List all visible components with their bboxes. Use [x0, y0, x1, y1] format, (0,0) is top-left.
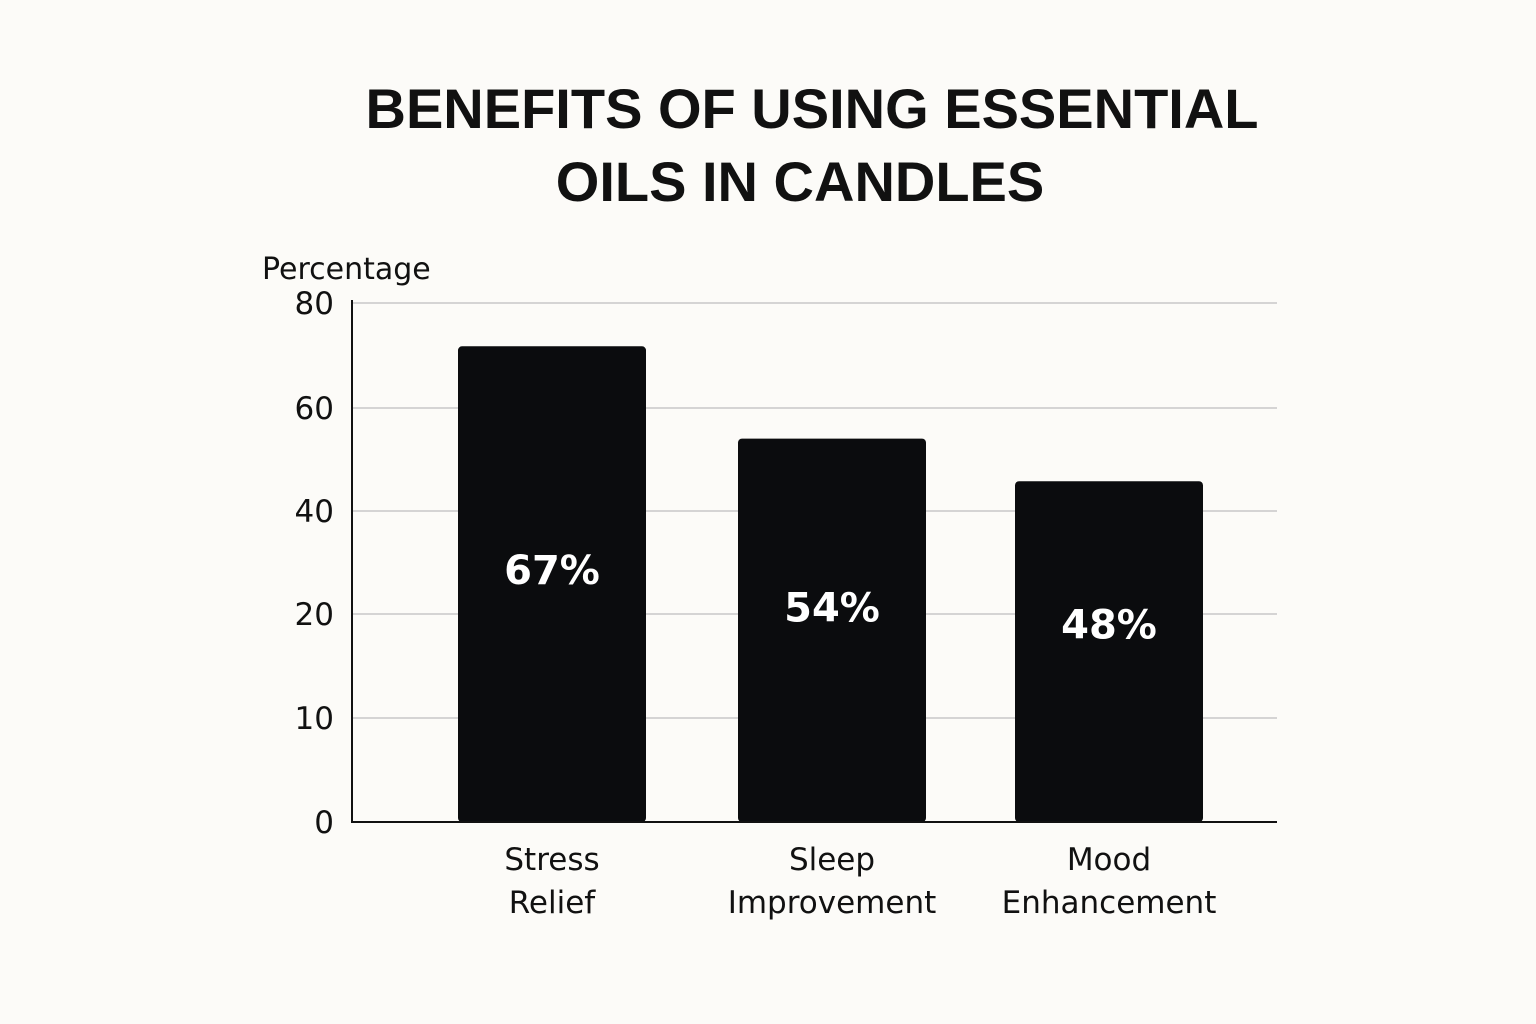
y-tick-label: 0 [314, 805, 334, 841]
y-axis-ticks: 0 10 20 40 60 80 [295, 286, 334, 841]
axes [351, 300, 1277, 823]
y-tick-label: 10 [295, 701, 334, 737]
chart-title-line-1: BENEFITS OF USING ESSENTIAL [366, 77, 1259, 140]
bar-value-label: 54% [784, 585, 880, 631]
y-tick-label: 60 [295, 391, 334, 427]
y-tick-label: 80 [295, 286, 334, 322]
chart-title-line-2: OILS IN CANDLES [556, 150, 1044, 213]
y-tick-label: 20 [295, 597, 334, 633]
data-labels: 67% 54% 48% [504, 548, 1157, 648]
x-category-label: Enhancement [1002, 885, 1217, 921]
x-category-label: Stress [504, 842, 599, 878]
bar [738, 438, 926, 822]
x-category-label: Relief [509, 885, 597, 921]
bar-value-label: 67% [504, 548, 600, 594]
y-axis-label: Percentage [262, 252, 431, 287]
x-category-label: Sleep [789, 842, 875, 878]
bar [458, 346, 646, 822]
chart-title: BENEFITS OF USING ESSENTIAL OILS IN CAND… [366, 77, 1259, 213]
bars [458, 346, 1203, 822]
bar [1015, 481, 1203, 822]
y-tick-label: 40 [295, 494, 334, 530]
bar-value-label: 48% [1061, 602, 1157, 648]
x-category-label: Improvement [728, 885, 937, 921]
x-category-label: Mood [1067, 842, 1151, 878]
x-axis-categories: Stress Relief Sleep Improvement Mood Enhancem… [504, 842, 1216, 921]
